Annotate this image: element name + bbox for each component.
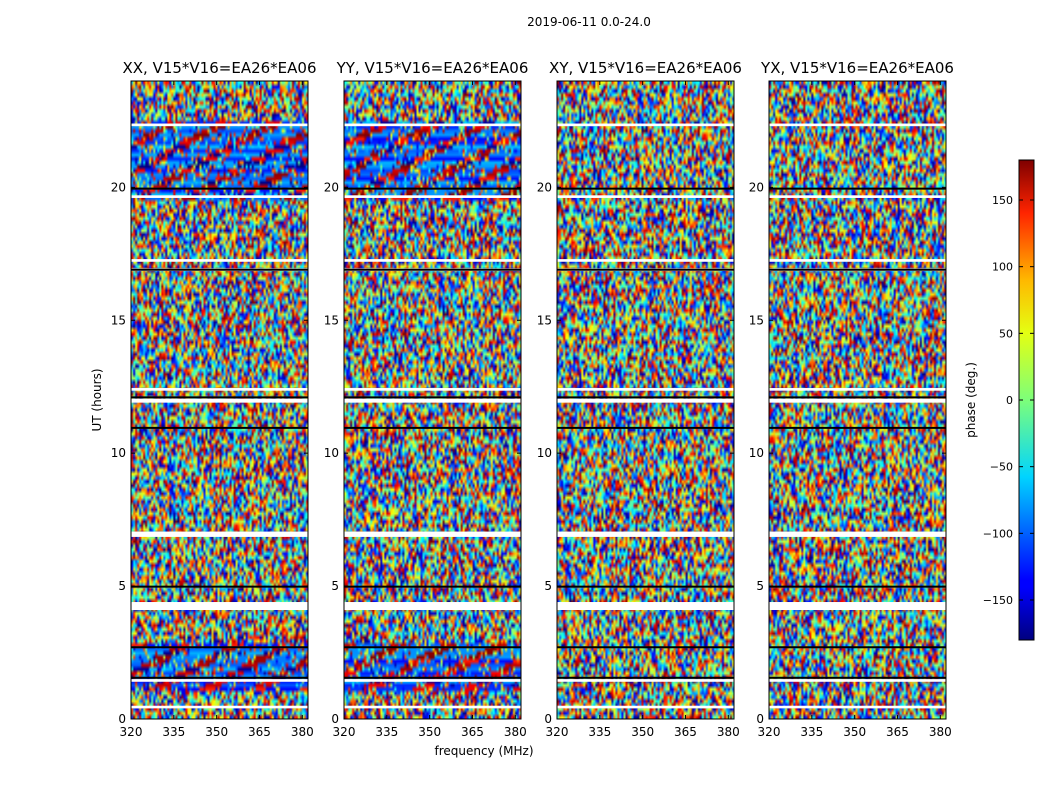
flagged-band	[769, 602, 946, 611]
flagged-band	[344, 259, 521, 262]
x-tick-label: 365	[886, 725, 909, 739]
y-tick-label: 5	[756, 579, 764, 593]
x-tick-label: 350	[418, 725, 441, 739]
y-tick-label: 0	[756, 712, 764, 726]
flagged-band	[769, 705, 946, 709]
flagged-band	[131, 679, 308, 682]
x-tick-label: 380	[291, 725, 314, 739]
colorbar-ticks: −150 −100 −50 0 50 100 150	[983, 194, 1034, 607]
y-tick-label: 5	[331, 579, 339, 593]
flagged-band	[769, 195, 946, 198]
y-tick-label: 10	[324, 446, 339, 460]
y-tick-label: 15	[324, 313, 339, 327]
flagged-band	[131, 388, 308, 391]
colorbar-tick-label: −50	[990, 461, 1013, 474]
y-tick-label: 15	[749, 313, 764, 327]
colorbar-tick-label: 50	[999, 327, 1013, 340]
flagged-band	[769, 388, 946, 391]
y-tick-label: 10	[537, 446, 552, 460]
y-tick-label: 20	[111, 180, 126, 194]
x-axis-label: frequency (MHz)	[434, 744, 533, 758]
y-tick-label: 0	[118, 712, 126, 726]
flagged-band	[557, 195, 734, 198]
flagged-band	[557, 602, 734, 611]
y-tick-label: 15	[537, 313, 552, 327]
x-tick-label: 335	[588, 725, 611, 739]
y-tick-label: 10	[749, 446, 764, 460]
y-tick-label: 5	[544, 579, 552, 593]
flagged-band	[344, 531, 521, 537]
x-tick-label: 320	[120, 725, 143, 739]
flagged-band	[131, 705, 308, 709]
panel-title-xx: XX, V15*V16=EA26*EA06	[122, 59, 316, 77]
x-tick-label: 380	[504, 725, 527, 739]
flagged-band	[769, 123, 946, 127]
flagged-band	[131, 123, 308, 127]
x-tick-label: 320	[333, 725, 356, 739]
flagged-band	[557, 123, 734, 127]
y-tick-label: 0	[331, 712, 339, 726]
flagged-band	[344, 195, 521, 198]
flagged-band	[769, 679, 946, 682]
y-tick-label: 20	[537, 180, 552, 194]
x-tick-label: 320	[546, 725, 569, 739]
y-tick-label: 5	[118, 579, 126, 593]
y-tick-label: 20	[324, 180, 339, 194]
panel-title-yx: YX, V15*V16=EA26*EA06	[760, 59, 954, 77]
flagged-band	[557, 398, 734, 403]
x-tick-label: 365	[248, 725, 271, 739]
panels-group: XX, V15*V16=EA26*EA06 320 335 350 365 380 0 5 10…	[111, 59, 954, 739]
colorbar-tick-label: −100	[983, 527, 1013, 540]
flagged-band	[769, 259, 946, 262]
y-tick-label: 15	[111, 313, 126, 327]
colorbar-tick-label: 150	[992, 194, 1013, 207]
x-tick-label: 335	[375, 725, 398, 739]
colorbar-label: phase (deg.)	[964, 362, 978, 438]
panel-frame	[556, 80, 735, 720]
flagged-band	[557, 705, 734, 709]
figure-suptitle: 2019-06-11 0.0-24.0	[527, 15, 651, 29]
y-axis-label: UT (hours)	[90, 368, 104, 431]
x-tick-label: 365	[674, 725, 697, 739]
colorbar-tick-label: 0	[1006, 394, 1013, 407]
flagged-band	[769, 531, 946, 537]
flagged-band	[344, 679, 521, 682]
x-tick-label: 380	[929, 725, 952, 739]
x-tick-label: 350	[205, 725, 228, 739]
flagged-band	[131, 398, 308, 403]
y-tick-label: 10	[111, 446, 126, 460]
flagged-band	[344, 398, 521, 403]
x-tick-label: 350	[843, 725, 866, 739]
flagged-band	[344, 388, 521, 391]
panel-title-xy: XY, V15*V16=EA26*EA06	[549, 59, 742, 77]
flagged-band	[769, 398, 946, 403]
flagged-band	[131, 531, 308, 537]
flagged-band	[557, 259, 734, 262]
x-tick-label: 350	[631, 725, 654, 739]
panel-frame	[768, 80, 947, 720]
flagged-band	[344, 602, 521, 611]
flagged-band	[557, 679, 734, 682]
colorbar-tick-label: 100	[992, 261, 1013, 274]
x-tick-label: 320	[758, 725, 781, 739]
y-tick-label: 0	[544, 712, 552, 726]
colorbar-tick-label: −150	[983, 594, 1013, 607]
flagged-band	[131, 602, 308, 611]
flagged-band	[557, 388, 734, 391]
x-tick-label: 365	[461, 725, 484, 739]
flagged-band	[557, 531, 734, 537]
y-tick-label: 20	[749, 180, 764, 194]
x-tick-label: 335	[162, 725, 185, 739]
flagged-band	[131, 259, 308, 262]
flagged-band	[131, 195, 308, 198]
panel-frame	[130, 80, 309, 720]
panel-title-yy: YY, V15*V16=EA26*EA06	[336, 59, 529, 77]
panel-frame	[343, 80, 522, 720]
flagged-band	[344, 123, 521, 127]
x-tick-label: 380	[717, 725, 740, 739]
x-tick-label: 335	[800, 725, 823, 739]
flagged-band	[344, 705, 521, 709]
